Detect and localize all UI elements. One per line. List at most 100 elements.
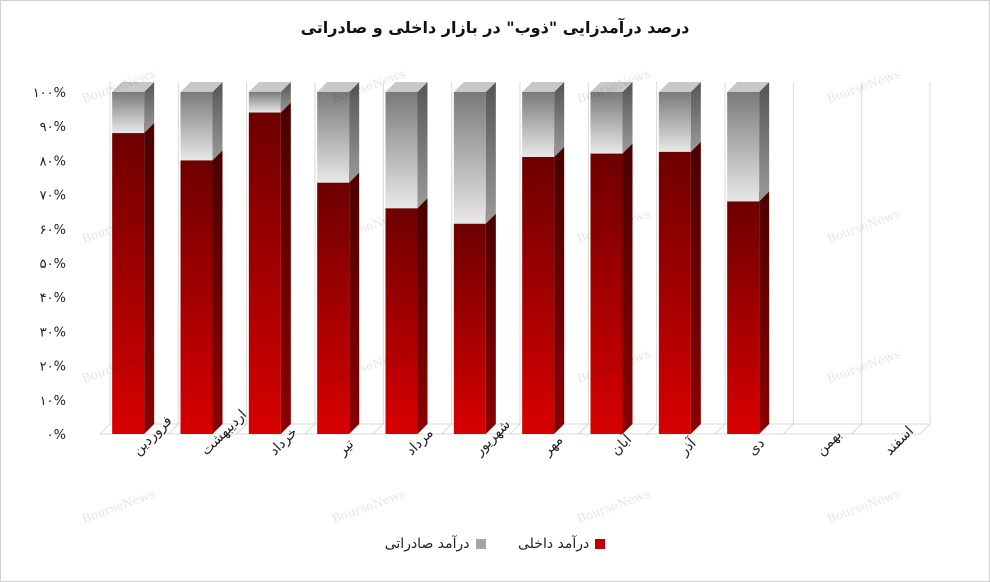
bar-export-front <box>522 92 555 157</box>
bar-export <box>727 82 770 202</box>
watermark-text: BourseNews <box>825 487 902 526</box>
bar-domestic <box>658 141 701 434</box>
y-tick-label: ۰% <box>47 428 66 443</box>
legend-swatch-export <box>475 539 486 549</box>
y-tick-label: ۱۰% <box>40 394 66 409</box>
x-tick-label: بهمن <box>813 427 845 459</box>
watermark-text: BourseNews <box>80 487 157 526</box>
legend-swatch-domestic <box>595 539 606 549</box>
bar-domestic-front <box>248 112 281 435</box>
bar-export-top <box>453 82 496 92</box>
bar-export-top <box>180 82 223 92</box>
y-tick-label: ۴۰% <box>40 291 66 306</box>
bar-domestic-front <box>180 160 213 434</box>
grid-line-floor-edge <box>782 423 794 435</box>
bar-export-top <box>658 82 701 92</box>
bar-domestic-side <box>417 198 428 434</box>
grid-lines <box>99 82 931 435</box>
bar-export-front <box>727 92 760 202</box>
y-tick-label: ۸۰% <box>40 154 66 169</box>
legend-item-export: درآمد صادراتی <box>385 536 486 552</box>
bar-export-front <box>248 92 281 113</box>
bar-domestic-side <box>144 123 155 434</box>
bar-export-top <box>112 82 155 92</box>
x-tick-label: مهر <box>539 432 566 459</box>
x-tick-label: آذر <box>675 434 700 459</box>
bar-export-side <box>280 82 291 113</box>
bar-export-front <box>453 92 486 224</box>
y-tick-label: ۲۰% <box>40 360 66 375</box>
bar-domestic <box>317 172 360 434</box>
bar-export-front <box>385 92 418 209</box>
bar-export <box>658 82 701 152</box>
bar-export-top <box>522 82 565 92</box>
bar-domestic-front <box>112 133 145 435</box>
grid-line-floor-edge <box>167 423 179 435</box>
bar-domestic <box>112 123 155 435</box>
y-tick-label: ۵۰% <box>40 257 66 272</box>
bar-domestic-front <box>385 208 418 434</box>
bar-domestic-front <box>658 151 691 434</box>
grid-line-floor-edge <box>441 423 453 435</box>
bar-export-side <box>144 82 155 134</box>
bar-domestic-side <box>212 150 223 434</box>
x-tick-label: تیر <box>334 436 357 459</box>
bar-export <box>180 82 223 161</box>
grid-line-floor-edge <box>851 423 863 435</box>
bar-export-front <box>658 92 691 152</box>
x-tick-label: آبان <box>607 430 636 459</box>
bar-export-front <box>180 92 213 161</box>
bar-export-front <box>112 92 145 134</box>
bars <box>112 82 770 435</box>
bar-export <box>590 82 633 154</box>
watermark-text: BourseNews <box>575 487 652 526</box>
grid-line-floor-edge <box>509 423 521 435</box>
grid-line-floor-edge <box>304 423 316 435</box>
bar-export-top <box>385 82 428 92</box>
bar-domestic-side <box>622 143 633 434</box>
chart-title: درصد درآمدزایی "ذوب" در بازار داخلی و صا… <box>300 18 690 37</box>
bar-domestic <box>727 191 770 434</box>
grid-line-floor-edge <box>919 423 931 435</box>
grid-line-floor-edge <box>714 423 726 435</box>
bar-domestic-side <box>280 102 291 435</box>
bar-export-front <box>317 92 350 183</box>
bar-domestic-side <box>349 172 360 434</box>
bar-export-top <box>727 82 770 92</box>
bar-export <box>385 82 428 209</box>
bar-domestic-front <box>317 182 350 434</box>
legend: درآمد داخلی درآمد صادراتی <box>0 536 990 553</box>
y-tick-label: ۱۰۰% <box>33 86 66 101</box>
bar-domestic <box>180 150 223 434</box>
bar-export-side <box>690 82 701 152</box>
bar-domestic-side <box>690 141 701 434</box>
bar-domestic <box>590 143 633 434</box>
legend-label-export: درآمد صادراتی <box>384 536 470 552</box>
bar-domestic-front <box>453 223 486 434</box>
bar-export-side <box>485 82 496 224</box>
watermark-text: BourseNews <box>825 207 902 246</box>
bar-domestic <box>522 146 565 435</box>
bar-export-top <box>317 82 360 92</box>
bar-domestic-front <box>590 153 623 434</box>
bar-domestic <box>385 198 428 434</box>
bar-export-side <box>554 82 565 157</box>
watermark-text: BourseNews <box>825 347 902 386</box>
bar-export <box>317 82 360 183</box>
bar-domestic <box>453 213 496 434</box>
bar-domestic-front <box>727 201 760 434</box>
legend-item-domestic: درآمد داخلی <box>518 536 606 552</box>
x-tick-label: اسفند <box>881 423 917 459</box>
bar-export <box>248 82 291 113</box>
bar-export-side <box>417 82 428 209</box>
y-tick-label: ۳۰% <box>40 325 66 340</box>
grid-line-floor-edge <box>99 423 111 435</box>
bar-domestic-side <box>485 213 496 434</box>
bar-export-side <box>349 82 360 183</box>
bar-domestic-side <box>554 146 565 435</box>
watermark-text: BourseNews <box>330 487 407 526</box>
grid-line-floor-edge <box>646 423 658 435</box>
bar-domestic-front <box>522 156 555 435</box>
bar-domestic-side <box>759 191 770 434</box>
